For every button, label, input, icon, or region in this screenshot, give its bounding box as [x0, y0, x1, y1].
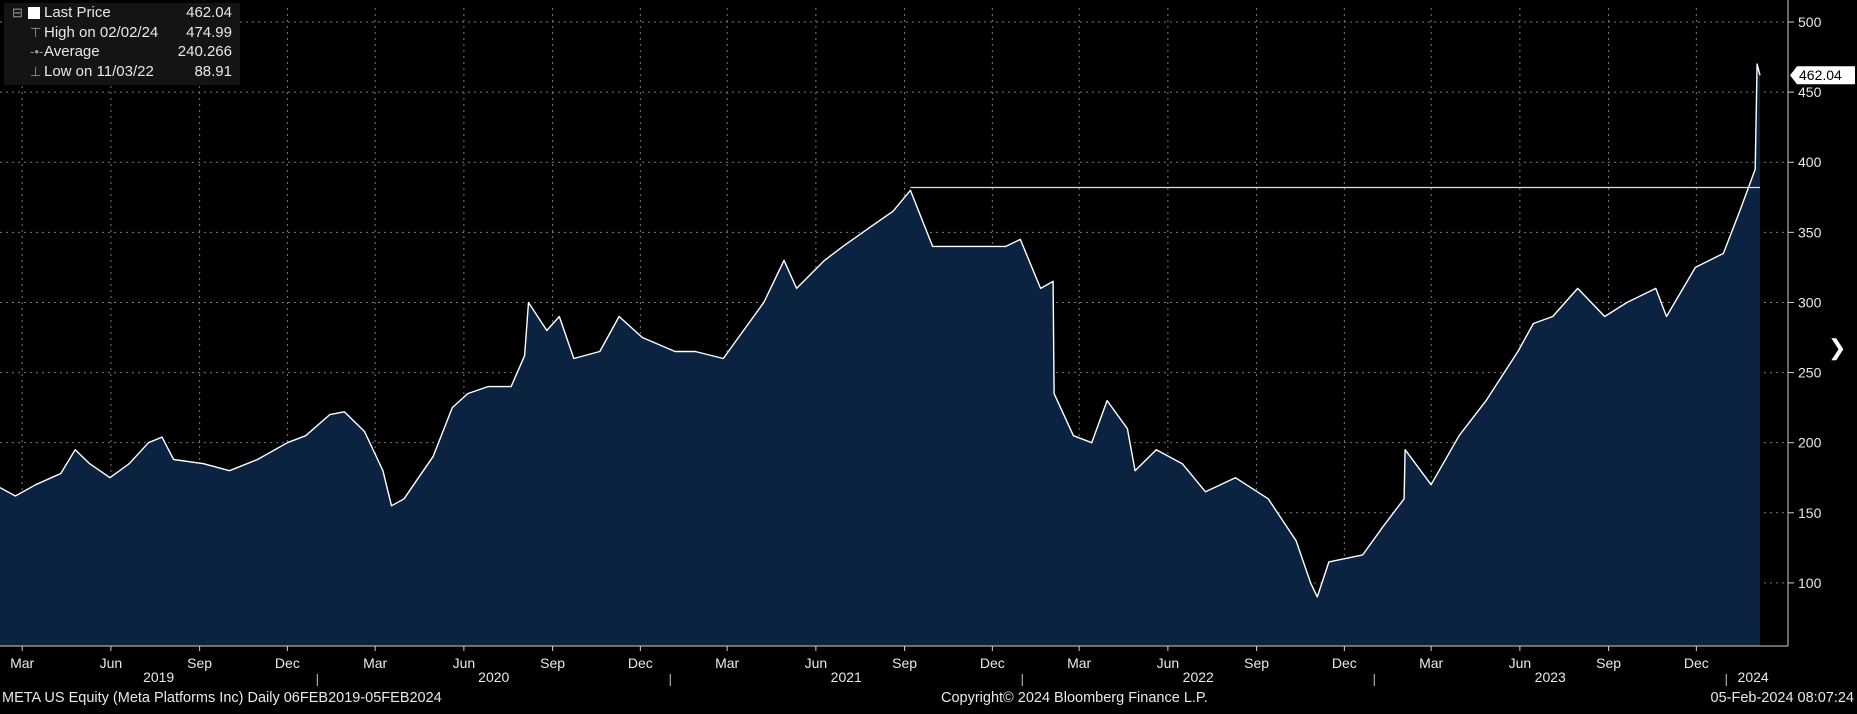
x-year-label: 2019 [143, 669, 174, 685]
legend-high-value: 474.99 [186, 23, 232, 41]
average-marker-icon: -•- [30, 44, 44, 59]
x-month-label: Sep [540, 655, 565, 671]
legend-low-value: 88.91 [194, 62, 232, 80]
x-month-label: Jun [1157, 655, 1180, 671]
x-month-label: Sep [892, 655, 917, 671]
x-month-label: Mar [10, 655, 34, 671]
legend-high-label: High on 02/02/24 [44, 23, 159, 41]
x-month-label: Jun [805, 655, 828, 671]
x-month-label: Dec [628, 655, 653, 671]
x-month-label: Jun [100, 655, 123, 671]
legend-high: ⊤ High on 02/02/24 474.99 [4, 23, 240, 43]
x-year-label: 2020 [478, 669, 509, 685]
x-month-label: Jun [1509, 655, 1532, 671]
y-tick-label: 500 [1798, 14, 1822, 30]
last-price-tag-label: 462.04 [1799, 67, 1842, 83]
last-price-swatch [28, 7, 40, 19]
collapse-icon[interactable]: ⊟ [12, 5, 23, 20]
price-area [0, 64, 1760, 647]
x-month-label: Sep [187, 655, 212, 671]
x-year-label: 2024 [1738, 669, 1769, 685]
y-tick-label: 200 [1798, 435, 1822, 451]
x-month-label: Sep [1244, 655, 1269, 671]
y-tick-label: 300 [1798, 294, 1822, 310]
x-year-label: 2021 [831, 669, 862, 685]
x-month-label: Dec [1332, 655, 1357, 671]
y-tick-label: 450 [1798, 84, 1822, 100]
legend-average: -•- Average 240.266 [4, 42, 240, 62]
chevron-right-icon[interactable]: ❯ [1828, 335, 1847, 360]
legend-low: ⊥ Low on 11/03/22 88.91 [4, 62, 240, 82]
legend-last-price-value: 462.04 [186, 4, 232, 21]
y-tick-label: 350 [1798, 224, 1822, 240]
footer-copyright: Copyright© 2024 Bloomberg Finance L.P. [941, 690, 1208, 706]
x-year-label: 2022 [1183, 669, 1214, 685]
y-tick-label: 100 [1798, 575, 1822, 591]
y-tick-label: 250 [1798, 365, 1822, 381]
x-month-label: Mar [1419, 655, 1443, 671]
y-tick-label: 400 [1798, 154, 1822, 170]
x-year-label: 2023 [1535, 669, 1566, 685]
legend-last-price-label: Last Price [44, 4, 111, 21]
x-month-label: Mar [1067, 655, 1091, 671]
low-marker-icon: ⊥ [30, 63, 42, 79]
legend-average-value: 240.266 [177, 43, 232, 60]
x-month-label: Dec [1684, 655, 1709, 671]
footer-security-info: META US Equity (Meta Platforms Inc) Dail… [2, 690, 442, 706]
x-month-label: Sep [1596, 655, 1621, 671]
x-month-label: Mar [715, 655, 739, 671]
x-month-label: Dec [275, 655, 300, 671]
high-marker-icon: ⊤ [30, 24, 42, 40]
footer: META US Equity (Meta Platforms Inc) Dail… [0, 688, 1857, 714]
footer-timestamp: 05-Feb-2024 08:07:24 [1710, 690, 1855, 706]
legend: ⊟ Last Price 462.04 ⊤ High on 02/02/24 4… [4, 3, 240, 85]
y-tick-label: 150 [1798, 505, 1822, 521]
price-line [0, 63, 1761, 598]
legend-low-label: Low on 11/03/22 [44, 62, 154, 80]
x-month-label: Jun [453, 655, 476, 671]
x-month-label: Dec [980, 655, 1005, 671]
last-price-tag [1790, 66, 1855, 85]
legend-last-price: ⊟ Last Price 462.04 [4, 3, 240, 23]
legend-average-label: Average [44, 43, 100, 60]
x-month-label: Mar [363, 655, 387, 671]
